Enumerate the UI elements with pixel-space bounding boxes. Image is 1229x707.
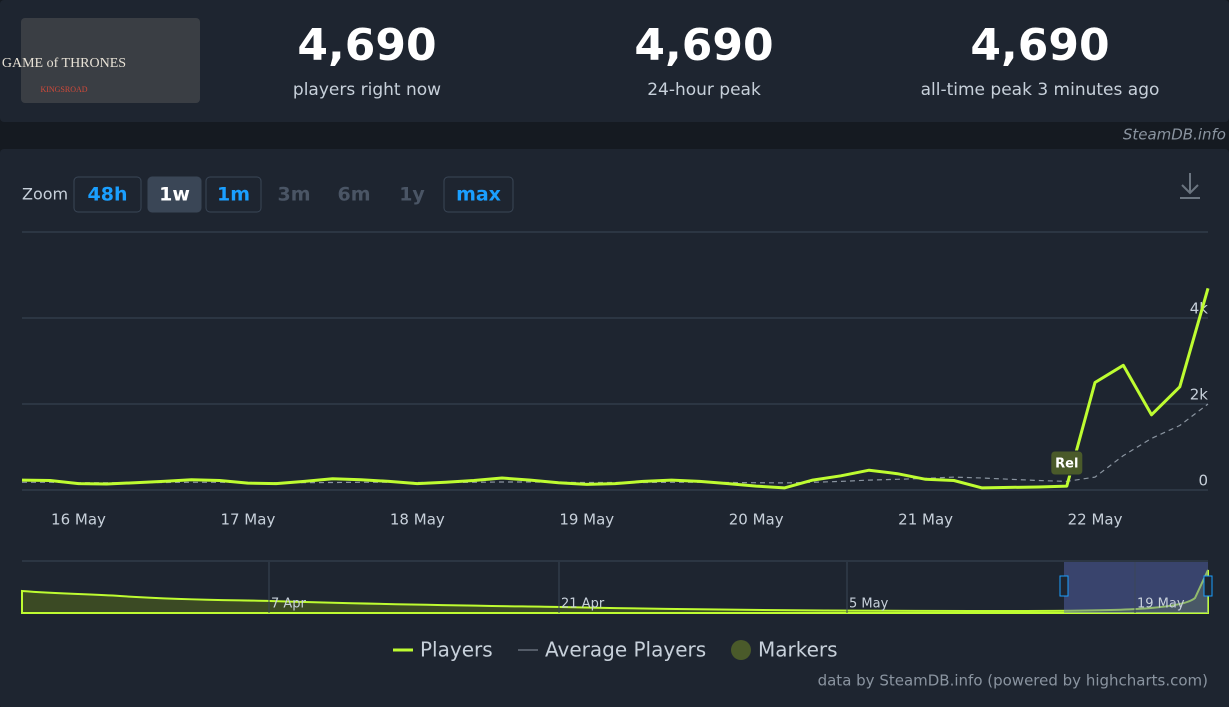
stat-label: all-time peak 3 minutes ago bbox=[921, 80, 1160, 100]
legend-label[interactable]: Players bbox=[420, 638, 493, 662]
zoom-label: Zoom bbox=[22, 185, 68, 204]
players-line bbox=[21, 287, 1210, 490]
x-tick-label: 22 May bbox=[1068, 511, 1123, 529]
zoom-button-label: 1y bbox=[399, 184, 425, 206]
stat-label: players right now bbox=[293, 80, 441, 100]
stat-value: 4,690 bbox=[297, 20, 436, 71]
download-glyph bbox=[1180, 173, 1200, 199]
navigator-handle[interactable] bbox=[1203, 575, 1213, 597]
x-tick-label: 18 May bbox=[390, 511, 445, 529]
legend-label[interactable]: Average Players bbox=[545, 638, 706, 662]
navigator-label: 5 May bbox=[849, 597, 889, 612]
stat-label: 24-hour peak bbox=[647, 80, 761, 100]
stat-value: 4,690 bbox=[634, 20, 773, 71]
stats-panel bbox=[0, 0, 1229, 122]
zoom-button-label[interactable]: 1m bbox=[217, 184, 250, 206]
game-image bbox=[21, 18, 200, 103]
zoom-button-label[interactable]: max bbox=[456, 184, 501, 206]
marker-flag[interactable] bbox=[1050, 450, 1084, 476]
marker-label: Rel bbox=[1055, 457, 1078, 472]
navigator-handle[interactable] bbox=[1059, 575, 1069, 597]
x-tick-label: 19 May bbox=[559, 511, 614, 529]
legend-label[interactable]: Markers bbox=[758, 638, 838, 662]
download-icon[interactable] bbox=[1180, 173, 1200, 199]
zoom-button-label[interactable]: 48h bbox=[88, 184, 128, 206]
navigator-label: 7 Apr bbox=[271, 597, 307, 612]
navigator-label: 21 Apr bbox=[561, 597, 605, 612]
zoom-button[interactable] bbox=[73, 176, 142, 213]
x-tick-label: 21 May bbox=[898, 511, 953, 529]
legend-swatch[interactable] bbox=[731, 640, 751, 660]
navigator-window[interactable] bbox=[1064, 562, 1208, 613]
stat-value: 4,690 bbox=[970, 20, 1109, 71]
x-tick-label: 20 May bbox=[729, 511, 784, 529]
watermark: SteamDB.info bbox=[1123, 126, 1226, 144]
logo-subtitle: KINGSROAD bbox=[40, 85, 87, 94]
zoom-button-label: 3m bbox=[277, 184, 310, 206]
x-tick-label: 17 May bbox=[220, 511, 275, 529]
y-tick-label: 2k bbox=[1190, 386, 1209, 404]
zoom-button[interactable] bbox=[147, 176, 202, 213]
navigator-series bbox=[21, 569, 1209, 614]
zoom-button[interactable] bbox=[443, 176, 514, 213]
zoom-button-label[interactable]: 1w bbox=[159, 184, 190, 206]
logo-title: GAME of THRONES bbox=[2, 56, 126, 71]
navigator-label: 19 May bbox=[1137, 597, 1185, 612]
x-tick-label: 16 May bbox=[51, 511, 106, 529]
chart-panel bbox=[0, 149, 1229, 707]
credit: data by SteamDB.info (powered by highcha… bbox=[818, 672, 1208, 690]
zoom-button[interactable] bbox=[205, 176, 262, 213]
zoom-button-label: 6m bbox=[337, 184, 370, 206]
y-tick-label: 0 bbox=[1198, 472, 1208, 490]
